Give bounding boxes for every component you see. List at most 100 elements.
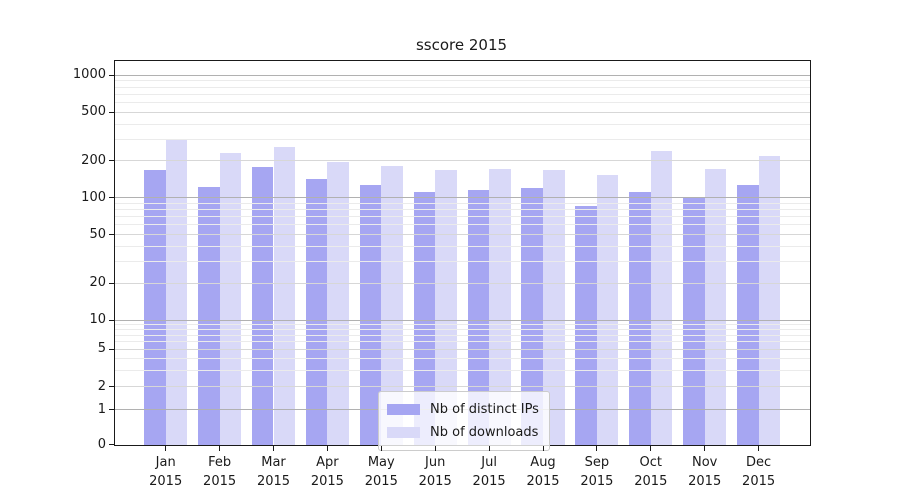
ytick-label-0: 0 (97, 436, 106, 452)
bar-ips-mar (251, 166, 274, 445)
gridline-800 (115, 86, 810, 88)
bar-ips-dec (737, 185, 759, 445)
gridline-500 (115, 111, 810, 113)
chart-title: sscore 2015 (415, 36, 508, 54)
xtick-label-may: May 2015 (364, 455, 398, 489)
ytick-label-50: 50 (89, 226, 106, 242)
gridline-2 (115, 386, 810, 388)
ytick-label-5: 5 (97, 341, 106, 357)
gridline-900 (115, 80, 810, 82)
xtick-label-dec: Dec 2015 (742, 455, 776, 489)
legend-row-ips: Nb of distinct IPs (387, 398, 539, 421)
gridline-700 (115, 93, 810, 95)
xtick-mark-may (380, 446, 382, 451)
gridline-200 (115, 160, 810, 162)
xtick-label-aug: Aug 2015 (526, 455, 560, 489)
legend-swatch-ips (387, 404, 420, 415)
bar-downloads-feb (219, 153, 242, 445)
ytick-mark-1000 (109, 74, 114, 76)
xtick-mark-jan (165, 446, 167, 451)
gridline-1000 (115, 74, 810, 76)
gridline-5 (115, 348, 810, 350)
bar-downloads-mar (273, 147, 296, 445)
legend-label-downloads: Nb of downloads (430, 425, 539, 440)
bar-downloads-apr (327, 161, 349, 445)
xtick-mark-oct (650, 446, 652, 451)
gridline-30 (115, 261, 810, 263)
xtick-label-oct: Oct 2015 (634, 455, 668, 489)
bar-downloads-oct (650, 150, 673, 445)
gridline-300 (115, 138, 810, 140)
ytick-mark-5 (109, 348, 114, 350)
xtick-mark-jul (488, 446, 490, 451)
legend-row-downloads: Nb of downloads (387, 421, 539, 444)
xtick-mark-jun (434, 446, 436, 451)
ytick-label-100: 100 (81, 189, 106, 205)
bar-ips-jul (467, 189, 490, 445)
ytick-mark-20 (109, 282, 114, 284)
ytick-mark-2 (109, 386, 114, 388)
bar-downloads-jun (435, 170, 457, 445)
bar-downloads-sep (596, 175, 619, 445)
bar-ips-oct (629, 191, 651, 445)
xtick-label-sep: Sep 2015 (580, 455, 614, 489)
bar-ips-nov (683, 196, 705, 445)
bar-downloads-jul (489, 168, 511, 445)
ytick-mark-10 (109, 319, 114, 321)
bar-downloads-nov (704, 168, 727, 445)
ytick-mark-100 (109, 197, 114, 199)
ytick-label-1: 1 (97, 401, 106, 417)
ytick-label-2: 2 (97, 378, 106, 394)
bar-downloads-jan (165, 139, 188, 445)
xtick-label-mar: Mar 2015 (256, 455, 291, 489)
gridline-60 (115, 224, 810, 226)
ytick-label-1000: 1000 (72, 67, 106, 83)
ytick-mark-50 (109, 234, 114, 236)
bar-ips-apr (305, 178, 328, 445)
gridline-70 (115, 216, 810, 218)
ytick-label-200: 200 (81, 152, 106, 168)
gridline-10 (115, 319, 810, 321)
ytick-mark-200 (109, 160, 114, 162)
xtick-mark-dec (758, 446, 760, 451)
legend: Nb of distinct IPs Nb of downloads (378, 391, 550, 451)
gridline-3 (115, 369, 810, 371)
ytick-label-10: 10 (89, 312, 106, 327)
gridline-6 (115, 341, 810, 343)
bar-ips-aug (521, 187, 543, 445)
xtick-mark-aug (542, 446, 544, 451)
legend-label-ips: Nb of distinct IPs (430, 402, 539, 417)
bar-ips-jun (413, 191, 436, 445)
gridline-7 (115, 334, 810, 336)
ytick-label-500: 500 (81, 104, 106, 120)
gridline-40 (115, 245, 810, 247)
xtick-mark-nov (704, 446, 706, 451)
bar-ips-may (359, 184, 382, 445)
bar-ips-sep (575, 206, 597, 445)
bar-downloads-aug (543, 169, 565, 445)
xtick-label-jul: Jul 2015 (472, 455, 506, 489)
legend-swatch-downloads (387, 427, 420, 438)
gridline-4 (115, 357, 810, 359)
xtick-mark-mar (273, 446, 274, 451)
xtick-label-apr: Apr 2015 (310, 455, 344, 489)
xtick-mark-apr (326, 446, 328, 451)
ytick-label-20: 20 (89, 275, 106, 291)
gridline-8 (115, 328, 810, 330)
xtick-label-nov: Nov 2015 (688, 455, 722, 489)
bar-ips-feb (198, 187, 220, 445)
gridline-400 (115, 123, 810, 125)
gridline-100 (115, 197, 810, 199)
gridline-90 (115, 202, 810, 204)
xtick-mark-sep (596, 446, 598, 451)
gridline-50 (115, 234, 810, 236)
xtick-label-jan: Jan 2015 (149, 455, 183, 489)
xtick-mark-feb (219, 446, 221, 451)
gridline-600 (115, 102, 810, 104)
xtick-label-jun: Jun 2015 (418, 455, 452, 489)
ytick-mark-500 (109, 111, 114, 113)
gridline-20 (115, 282, 810, 284)
plot-area: Nb of distinct IPs Nb of downloads Jan 20… (73, 60, 811, 489)
ytick-mark-0 (109, 444, 114, 445)
gridline-80 (115, 209, 810, 211)
